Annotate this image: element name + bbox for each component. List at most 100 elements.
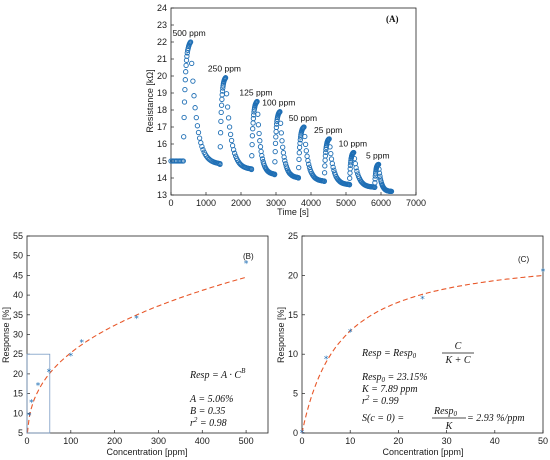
resistance-point [271,171,278,178]
pulse-label: 50 ppm [289,113,317,123]
resistance-point [331,167,337,173]
resistance-point [281,154,287,160]
resistance-point [217,130,224,136]
x-tick-label: 0 [299,436,304,446]
resistance-point [249,153,255,159]
pulse-label: 125 ppm [239,88,272,98]
resistance-point [353,165,359,171]
panel-a-x-axis-label: Time [s] [277,207,309,217]
pulse-label: 5 ppm [366,150,390,160]
resistance-point [347,170,353,176]
resistance-point [181,114,187,121]
y-tick-label: 16 [157,139,167,149]
x-tick-label: 5000 [336,198,356,208]
y-tick-label: 25 [13,349,23,359]
eq-c-num: C [455,341,462,352]
resistance-point [273,128,279,135]
resistance-point [272,148,278,155]
resistance-point [330,164,336,170]
y-tick-label: 10 [13,408,23,418]
resistance-point [327,144,333,150]
resistance-point [257,144,264,150]
resistance-point [351,155,358,162]
y-tick-label: 20 [157,71,167,81]
resistance-point [306,161,312,167]
eq-c-resp0-val: = 23.15% [385,372,428,383]
resistance-point [328,150,334,157]
resistance-point [302,141,309,148]
resistance-point [323,149,329,156]
panel-b-equation: Resp = A · CB A = 5.06% B = 0.35 r2 = 0.… [189,367,246,429]
resistance-point [218,109,224,116]
resistance-point [278,130,284,136]
response-point: * [541,267,546,277]
resistance-point [218,118,224,125]
y-tick-label: 17 [157,122,167,132]
resistance-point [255,111,261,117]
x-tick-label: 7000 [406,198,426,208]
panel-a-y-axis-label: Resistance [kΩ] [145,69,155,132]
y-tick-label: 30 [13,330,23,340]
panel-c-x-ticks: 0 10 20 30 40 50 [299,430,548,446]
y-tick-label: 15 [157,156,167,166]
resistance-point [224,104,231,110]
eq-c-s-val: = 2.93 %/ppm [467,413,525,424]
y-tick-label: 15 [288,310,298,320]
eq-c-r: r [362,396,366,407]
resistance-point [249,141,255,148]
resistance-point [229,142,236,149]
x-tick-label: 100 [63,436,78,446]
eq-b-line1: Resp = A · C [189,370,241,381]
panel-a-x-ticks: 0 1000 2000 3000 4000 5000 6000 7000 [168,192,426,208]
resistance-point [305,157,311,164]
eq-c-den: K + C [444,355,470,366]
resistance-point [183,62,189,69]
eq-b-r: r [190,418,194,429]
resistance-point [273,124,280,131]
pulse-label: 10 ppm [339,139,367,149]
svg-text:Resp0: Resp0 [433,406,457,418]
resistance-point [182,77,188,83]
response-point: * [29,398,34,408]
panel-b-data-points: ******** [27,260,249,422]
response-point: * [27,412,32,422]
y-tick-label: 55 [13,231,23,241]
y-tick-label: 50 [13,251,23,261]
pulse-label: 25 ppm [314,125,342,135]
y-tick-label: 15 [13,389,23,399]
y-tick-label: 14 [157,173,167,183]
x-tick-label: 200 [107,436,122,446]
resistance-point [222,75,229,81]
resistance-point [372,180,378,186]
eq-b-b: B = 0.35 [190,406,225,417]
resistance-point [328,156,335,162]
resistance-point [195,129,202,136]
x-tick-label: 0 [24,436,29,446]
resistance-point [219,96,225,103]
eq-c-resp0: Resp [361,372,381,383]
eq-c-k: K = 7.89 ppm [361,384,418,395]
y-tick-label: 0 [293,428,298,438]
resistance-point [351,149,357,156]
y-tick-label: 24 [157,3,167,13]
resistance-point [296,144,303,151]
resistance-point [259,156,266,162]
resistance-point [321,178,327,185]
response-point: * [420,295,425,305]
y-tick-label: 13 [157,190,167,200]
y-tick-label: 25 [288,231,298,241]
x-tick-label: 10 [345,436,355,446]
response-point: * [244,260,249,270]
resistance-point [180,158,186,164]
resistance-point [189,60,195,67]
y-tick-label: 45 [13,270,23,280]
x-tick-label: 3000 [266,198,286,208]
resistance-point [302,133,308,140]
x-tick-label: 2000 [231,198,251,208]
panel-b: 0 100 200 300 400 500 5 10 15 20 25 30 35 40 45 50 55 *… [1,231,269,457]
y-tick-label: 18 [157,105,167,115]
eq-c-s-num: Resp [433,406,453,417]
resistance-point [191,93,197,99]
y-tick-label: 40 [13,290,23,300]
